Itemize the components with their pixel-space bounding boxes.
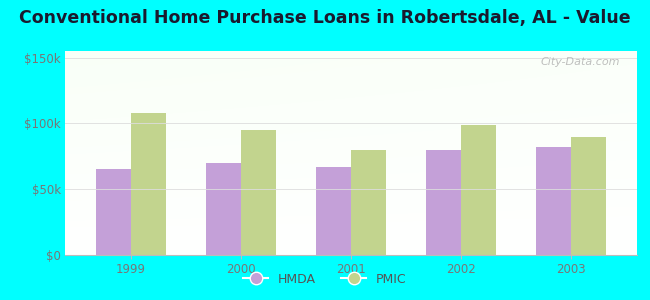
- Bar: [536, 147, 571, 255]
- Bar: [316, 167, 351, 255]
- Text: City-Data.com: City-Data.com: [540, 57, 620, 67]
- Text: Conventional Home Purchase Loans in Robertsdale, AL - Value: Conventional Home Purchase Loans in Robe…: [20, 9, 630, 27]
- Bar: [131, 113, 166, 255]
- Bar: [96, 169, 131, 255]
- Bar: [426, 150, 461, 255]
- Legend: HMDA, PMIC: HMDA, PMIC: [238, 268, 412, 291]
- Bar: [206, 163, 241, 255]
- Bar: [351, 150, 386, 255]
- Bar: [571, 136, 606, 255]
- Bar: [461, 125, 496, 255]
- Bar: [241, 130, 276, 255]
